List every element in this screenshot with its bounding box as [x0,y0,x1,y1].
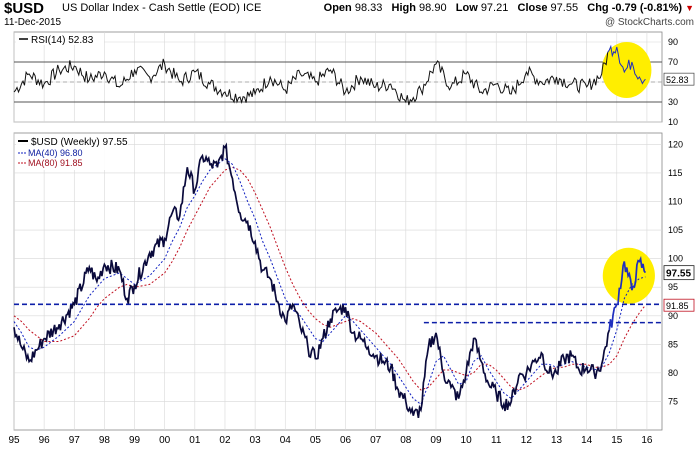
low-value: 97.21 [480,2,509,14]
rsi-y-tick-label: 90 [668,37,678,47]
chg-label: Chg [587,2,609,14]
price-y-tick-label: 110 [668,197,682,207]
quote-summary: Open 98.33 High 98.90 Low 97.21 Close 97… [324,2,694,14]
x-tick-label: 15 [611,435,623,446]
close-value: 97.55 [550,2,579,14]
high-value: 98.90 [419,2,447,14]
rsi-legend-bg [16,33,104,45]
rsi-highlight-ellipse [601,42,652,98]
x-tick-label: 03 [250,435,262,446]
high-label: High [391,2,416,14]
down-arrow-icon: ▼ [685,3,694,13]
price-y-tick-label: 85 [668,339,678,349]
x-tick-label: 16 [641,435,653,446]
price-legend-label: $USD (Weekly) 97.55 [31,137,128,148]
rsi-line [13,52,609,106]
x-tick-label: 14 [581,435,593,446]
price-y-tick-label: 100 [668,254,683,264]
price-y-tick-label: 90 [668,311,678,321]
rsi-y-tick-label: 30 [668,97,678,107]
rsi-last-value-label: 52.83 [666,75,689,85]
x-tick-label: 98 [99,435,111,446]
price-panel-frame [13,132,663,431]
rsi-legend-label: RSI(14) 52.83 [31,35,94,46]
stockcharts-credit: @ StockCharts.com [604,17,694,28]
ma80-line [13,166,646,391]
instrument-name: US Dollar Index - Cash Settle (EOD) ICE [62,2,261,14]
x-tick-label: 13 [551,435,563,446]
rsi-last-value-box [663,72,695,86]
price-line [13,142,611,419]
x-tick-label: 99 [129,435,141,446]
rsi-y-tick-label: 10 [668,117,678,127]
symbol-label: $USD [4,0,45,17]
ma40-legend-label: MA(40) 96.80 [28,148,83,158]
x-tick-label: 09 [430,435,442,446]
instrument-title: US Dollar Index - Cash Settle (EOD) [62,2,240,14]
x-tick-label: 96 [39,435,51,446]
open-value: 98.33 [354,2,383,14]
ma80-legend-label: MA(80) 91.85 [28,158,83,168]
x-tick-label: 95 [8,435,20,446]
price-y-tick-label: 75 [668,396,678,406]
x-tick-label: 07 [370,435,382,446]
exchange-label: ICE [242,2,262,14]
price-y-tick-label: 120 [668,139,683,149]
x-tick-label: 08 [400,435,412,446]
price-last-value-label: 97.55 [666,269,691,280]
chart-date: 11-Dec-2015 [4,17,62,28]
chg-value: -0.79 (-0.81%) [611,2,683,14]
price-y-tick-label: 105 [668,225,683,235]
price-y-tick-label: 115 [668,168,682,178]
x-tick-label: 10 [461,435,473,446]
x-tick-label: 12 [521,435,533,446]
x-tick-label: 05 [310,435,322,446]
price-y-tick-label: 95 [668,282,678,292]
price-legend-bg [16,134,128,170]
rsi-panel-frame [13,31,663,123]
x-tick-label: 00 [159,435,171,446]
x-tick-label: 06 [340,435,352,446]
x-tick-label: 97 [69,435,81,446]
open-label: Open [323,2,352,14]
ma40-line [13,158,646,406]
rsi-y-tick-label: 70 [668,57,678,67]
x-tick-label: 04 [280,435,292,446]
low-label: Low [455,2,478,14]
price-line-recent [608,255,647,331]
ma80-value-label: 91.85 [666,301,689,311]
price-y-tick-label: 80 [668,368,678,378]
chart-header: $USD US Dollar Index - Cash Settle (EOD)… [4,0,696,30]
x-tick-label: 01 [189,435,201,446]
x-tick-label: 11 [491,435,502,446]
rsi-line-recent [607,44,646,85]
close-label: Close [517,2,548,14]
x-tick-label: 02 [219,435,231,446]
price-last-value-box [663,265,695,281]
ma80-value-box [663,298,695,312]
